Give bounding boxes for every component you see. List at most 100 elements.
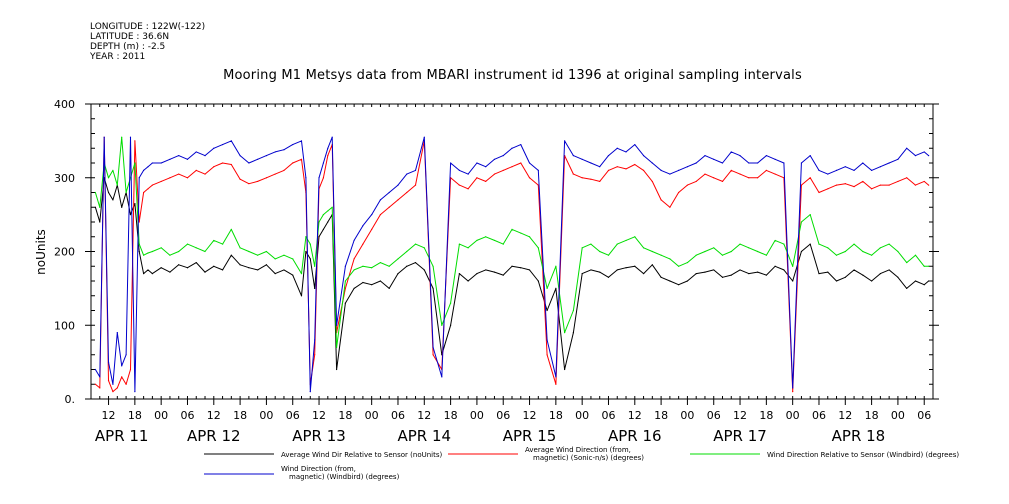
x-hour-tick-label: 12 — [102, 409, 116, 422]
series-3-point — [555, 376, 557, 378]
x-hour-tick-label: 18 — [444, 409, 458, 422]
series-3-point — [897, 158, 899, 160]
series-1-point — [730, 169, 732, 171]
series-2-point — [713, 247, 715, 249]
series-3-point — [695, 162, 697, 164]
y-tick-label: 0. — [65, 393, 76, 406]
series-0-point — [107, 191, 110, 194]
series-3-point — [660, 169, 662, 171]
series-3-point — [528, 162, 531, 164]
series-3-point — [476, 162, 478, 164]
series-2-point — [695, 254, 697, 256]
series-3-point — [862, 162, 864, 164]
series-0-point — [888, 269, 890, 271]
series-0-point — [879, 273, 881, 275]
series-3-point — [616, 147, 618, 149]
series-0-point — [756, 271, 759, 273]
legend-label-1: magnetic) (Sonic-n/s) (degrees) — [533, 454, 644, 462]
axis-labels: 12 18 00 06 12 18 00 06 12 18 00 06 12 18 00 06 12 18 00 06… — [54, 98, 931, 445]
series-2-point — [888, 243, 890, 245]
series-2-point — [432, 265, 434, 267]
series-1-point — [195, 169, 197, 171]
series-0-point — [800, 250, 803, 253]
series-1-point — [116, 387, 118, 389]
series-3-point — [651, 162, 653, 164]
latitude-label: LATITUDE : 36.6N — [90, 32, 170, 42]
depth-label: DEPTH (m) : -2.5 — [90, 42, 166, 52]
series-3-point — [432, 346, 434, 348]
series-1-point — [739, 173, 741, 175]
series-1-point — [827, 188, 829, 190]
series-3-point — [300, 140, 303, 142]
x-hour-tick-label: 00 — [154, 409, 168, 422]
series-3-point — [379, 199, 382, 201]
series-3-point — [792, 387, 794, 389]
series-0-point — [581, 273, 583, 275]
series-3-point — [765, 155, 767, 157]
series-0-point — [379, 280, 382, 282]
legend-label-3: Wind Direction (from, — [281, 465, 356, 473]
series-2-point — [520, 232, 522, 234]
series-0-point — [397, 273, 399, 275]
x-day-label: APR 15 — [503, 427, 557, 445]
series-3-point — [783, 162, 785, 164]
series-3-point — [581, 158, 583, 160]
series-3-point — [327, 147, 329, 149]
series-3-point — [756, 162, 759, 164]
series-2-point — [309, 243, 311, 245]
series-2-point — [844, 250, 846, 253]
series-0-point — [353, 287, 355, 289]
series-1-point — [129, 368, 132, 371]
series-1-point — [704, 173, 706, 175]
x-hour-tick-label: 06 — [707, 409, 721, 422]
series-0-point — [520, 267, 522, 269]
series-1-point — [809, 177, 811, 179]
series-1-point — [186, 177, 189, 179]
series-2-point — [151, 250, 153, 253]
series-1-point — [230, 163, 232, 166]
series-1-point — [853, 186, 855, 188]
series-0-point — [147, 269, 149, 271]
series-0-point — [151, 273, 153, 275]
series-1-point — [353, 258, 355, 260]
series-0-point — [651, 264, 653, 266]
series-1-point — [248, 183, 250, 185]
series-1-point — [800, 184, 803, 186]
series-2-point — [107, 177, 110, 179]
series-0-point — [112, 199, 114, 201]
series-2-point — [406, 250, 408, 253]
series-0-point — [300, 295, 303, 297]
series-3-point — [914, 155, 917, 157]
series-0-point — [511, 265, 513, 267]
x-hour-tick-label: 12 — [628, 409, 642, 422]
y-tick-label: 200 — [54, 246, 75, 259]
series-2-point — [800, 221, 803, 223]
series-3-point — [129, 136, 132, 138]
series-2-point — [274, 258, 276, 260]
x-hour-tick-label: 18 — [865, 409, 879, 422]
series-3-point — [450, 162, 452, 164]
series-0-point — [274, 273, 276, 275]
series-0-point — [458, 273, 460, 275]
series-3-point — [928, 155, 930, 157]
series-3-point — [818, 169, 820, 171]
x-hour-tick-label: 00 — [680, 409, 694, 422]
series-2-point — [748, 247, 750, 249]
series-2-point — [721, 254, 724, 256]
series-2-point — [756, 250, 759, 253]
series-1-point — [616, 166, 618, 168]
series-0-point — [178, 264, 180, 266]
series-0-point — [590, 269, 592, 271]
series-2-point — [923, 265, 925, 267]
series-1-point — [300, 158, 303, 160]
series-1-point — [265, 177, 268, 179]
series-0-point — [485, 269, 487, 271]
series-0-point — [906, 287, 908, 289]
series-0-point — [327, 221, 329, 223]
series-3-point — [103, 136, 105, 138]
series-1-point — [371, 228, 373, 230]
series-2-point — [125, 191, 127, 194]
series-0-point — [388, 287, 390, 289]
series-0-point — [748, 273, 750, 275]
series-1-point — [765, 169, 767, 171]
